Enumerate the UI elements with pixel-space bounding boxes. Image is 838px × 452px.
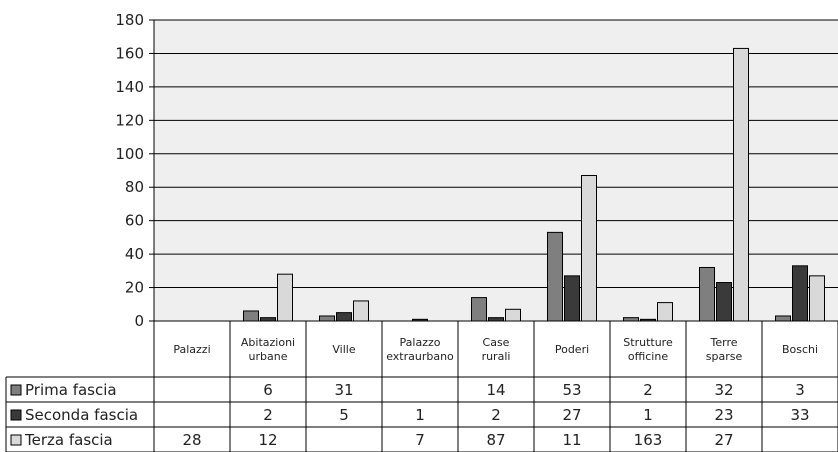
legend-label: Seconda fascia xyxy=(25,406,138,424)
table-cell: 27 xyxy=(714,431,733,449)
category-label: Terre xyxy=(710,336,738,349)
category-label: sparse xyxy=(706,350,743,363)
bar xyxy=(336,312,352,322)
category-label: Palazzi xyxy=(173,343,210,356)
gridlines xyxy=(154,19,838,289)
legend-label: Terza fascia xyxy=(24,431,113,449)
category-label: Poderi xyxy=(555,343,589,356)
bar xyxy=(581,175,597,322)
table-cell: 32 xyxy=(714,381,733,399)
y-tick-label: 140 xyxy=(115,78,144,96)
y-tick-label: 100 xyxy=(115,145,144,163)
table-cell: 2 xyxy=(643,381,653,399)
table-cell: 11 xyxy=(562,431,581,449)
y-axis: 0 20 40 60 80 100 120 140 160 180 xyxy=(115,11,155,330)
bar xyxy=(564,275,580,322)
bar xyxy=(260,317,276,322)
y-tick-label: 0 xyxy=(134,312,144,330)
legend-swatch xyxy=(10,434,22,446)
plot-area xyxy=(154,20,838,321)
y-tick-label: 60 xyxy=(125,212,144,230)
table-cell: 87 xyxy=(486,431,505,449)
table-cell: 28 xyxy=(182,431,201,449)
bar xyxy=(623,317,639,322)
y-tick-label: 160 xyxy=(115,44,144,62)
category-label: officine xyxy=(628,350,668,363)
bar xyxy=(699,266,715,322)
bar xyxy=(505,308,521,322)
table-cell: 1 xyxy=(415,406,425,424)
category-label: rurali xyxy=(482,350,511,363)
legend-label: Prima fascia xyxy=(25,381,117,399)
table-cell: 3 xyxy=(795,381,805,399)
category-label: Boschi xyxy=(782,343,818,356)
table-cell: 53 xyxy=(562,381,581,399)
category-label: Palazzo xyxy=(400,336,441,349)
bar xyxy=(733,47,749,322)
category-label: Case xyxy=(483,336,510,349)
category-label: Strutture xyxy=(623,336,673,349)
bar xyxy=(792,265,808,322)
bar xyxy=(775,315,791,322)
table-cell: 1 xyxy=(643,406,653,424)
legend-swatch xyxy=(10,384,22,396)
bar xyxy=(488,317,504,322)
y-tick-label: 80 xyxy=(125,178,144,196)
table-cell: 23 xyxy=(714,406,733,424)
table-cell: 2 xyxy=(491,406,501,424)
bar xyxy=(243,310,259,322)
table-cell: 27 xyxy=(562,406,581,424)
bars xyxy=(243,47,825,322)
bar xyxy=(809,275,825,322)
bar xyxy=(319,315,335,322)
table-cell: 5 xyxy=(339,406,349,424)
table-cell: 14 xyxy=(486,381,505,399)
bar xyxy=(657,302,673,322)
y-tick-label: 120 xyxy=(115,111,144,129)
table-cell: 7 xyxy=(415,431,425,449)
y-tick-label: 20 xyxy=(125,279,144,297)
bar xyxy=(277,273,293,322)
table-cell: 163 xyxy=(634,431,663,449)
table-cell: 6 xyxy=(263,381,273,399)
table-cell: 12 xyxy=(258,431,277,449)
category-label: Abitazioni xyxy=(241,336,295,349)
category-label: Ville xyxy=(332,343,355,356)
legend-swatch xyxy=(10,409,22,421)
table-cell: 31 xyxy=(334,381,353,399)
table-cell: 33 xyxy=(790,406,809,424)
category-label: extraurbano xyxy=(386,350,454,363)
bar xyxy=(716,282,732,322)
table-cell: 2 xyxy=(263,406,273,424)
bar xyxy=(547,231,563,322)
y-tick-label: 180 xyxy=(115,11,144,29)
bar xyxy=(353,300,369,322)
category-label: urbane xyxy=(249,350,288,363)
y-tick-label: 40 xyxy=(125,245,144,263)
bar xyxy=(471,297,487,322)
